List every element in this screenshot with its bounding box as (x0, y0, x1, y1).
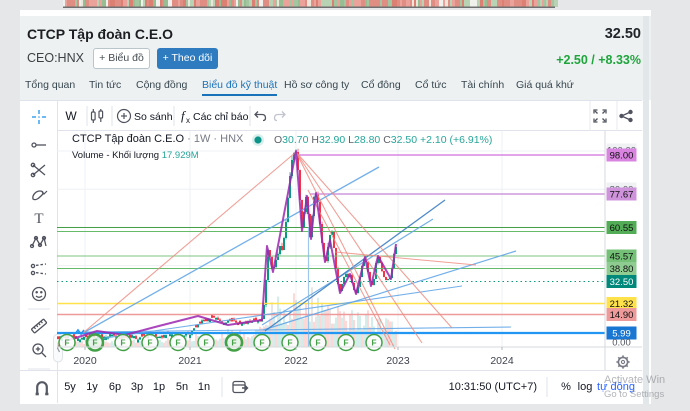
svg-text:F: F (231, 338, 236, 348)
svg-text:Các chỉ báo: Các chỉ báo (193, 111, 249, 123)
svg-text:F: F (120, 338, 125, 348)
svg-text:38.80: 38.80 (610, 264, 634, 275)
svg-text:x: x (186, 116, 190, 125)
svg-text:2020: 2020 (73, 355, 97, 367)
svg-text:45.57: 45.57 (610, 252, 634, 263)
svg-text:2021: 2021 (178, 355, 202, 367)
svg-text:F: F (315, 338, 320, 348)
svg-text:tự động: tự động (597, 381, 635, 393)
svg-text:F: F (147, 338, 152, 348)
svg-text:3p: 3p (131, 381, 143, 393)
svg-text:So sánh: So sánh (134, 111, 173, 123)
svg-text:32.50: 32.50 (610, 277, 634, 288)
svg-text:10:31:50 (UTC+7): 10:31:50 (UTC+7) (449, 381, 537, 393)
svg-text:F: F (64, 338, 69, 348)
svg-text:1y: 1y (86, 381, 98, 393)
svg-text:60.55: 60.55 (610, 223, 634, 234)
svg-text:f: f (181, 108, 187, 123)
svg-text:5y: 5y (64, 381, 76, 393)
svg-text:F: F (259, 338, 264, 348)
svg-text:0.00: 0.00 (612, 338, 631, 349)
svg-text:%: % (561, 381, 571, 393)
svg-text:F: F (371, 338, 376, 348)
svg-text:F: F (343, 338, 348, 348)
svg-text:21.32: 21.32 (610, 299, 634, 310)
svg-text:5n: 5n (176, 381, 188, 393)
svg-text:98.00: 98.00 (610, 151, 634, 162)
svg-text:1p: 1p (153, 381, 165, 393)
svg-text:77.67: 77.67 (610, 190, 634, 201)
svg-text:F: F (92, 338, 97, 348)
svg-text:T: T (34, 211, 43, 227)
svg-text:F: F (203, 338, 208, 348)
svg-text:W: W (65, 109, 77, 123)
svg-text:14.90: 14.90 (610, 310, 634, 321)
svg-text:2022: 2022 (284, 355, 308, 367)
svg-text:F: F (287, 338, 292, 348)
svg-text:2023: 2023 (386, 355, 410, 367)
svg-text:log: log (578, 381, 593, 393)
svg-text:F: F (175, 338, 180, 348)
svg-text:6p: 6p (109, 381, 121, 393)
svg-text:5.99: 5.99 (612, 329, 631, 340)
svg-text:1n: 1n (198, 381, 210, 393)
svg-text:2024: 2024 (490, 355, 514, 367)
